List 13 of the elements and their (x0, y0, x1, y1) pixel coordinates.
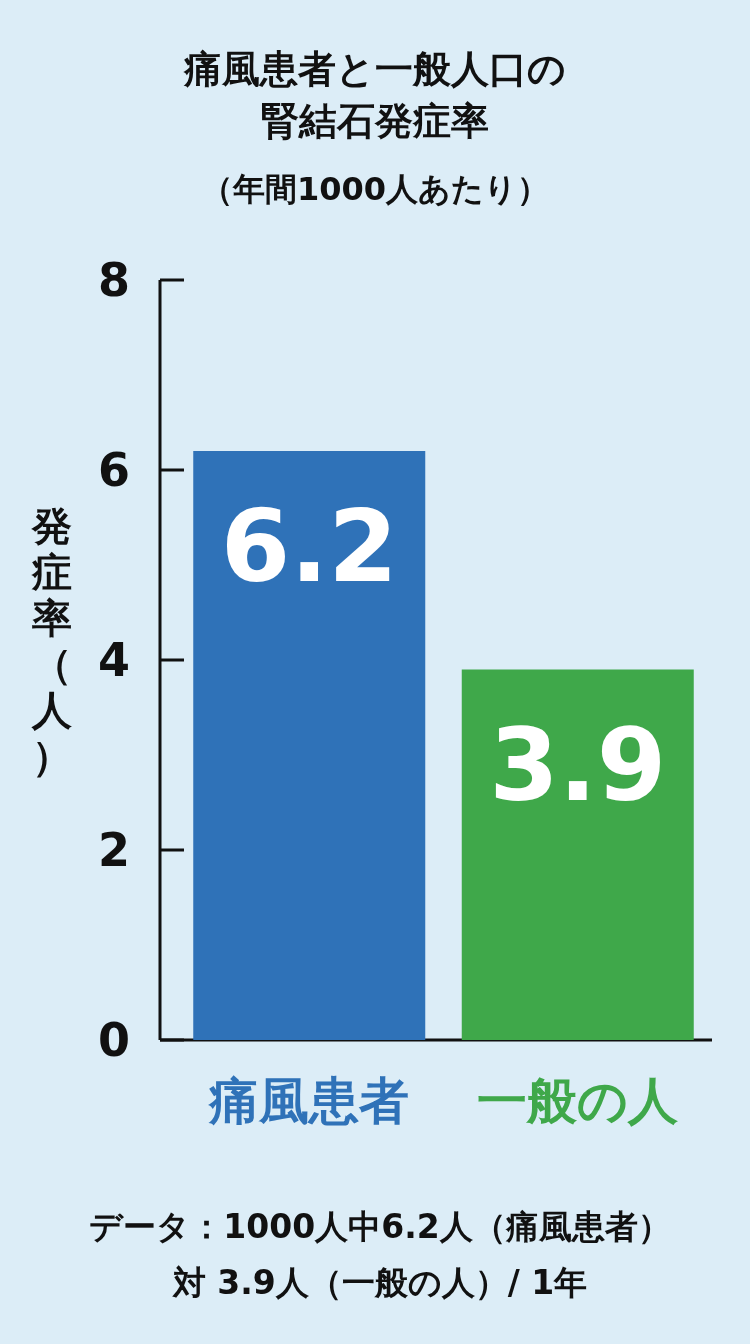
x-tick-label: 一般の人 (477, 1072, 679, 1130)
y-tick-label: 6 (97, 443, 130, 497)
chart-title: 痛風患者と一般人口の腎結石発症率 (183, 47, 566, 143)
chart-subtitle: （年間1000人あたり） (200, 170, 550, 208)
y-tick-label: 4 (97, 633, 130, 687)
text: データ：1000人中6.2人（痛風患者）対 3.9人（一般の人）/ 1年 (89, 1207, 671, 1302)
data-label: 3.9 (489, 706, 667, 824)
y-tick-label: 0 (97, 1013, 130, 1067)
data-label: 6.2 (220, 488, 398, 605)
y-tick-label: 8 (97, 253, 130, 307)
y-tick-label: 2 (97, 823, 130, 877)
y-axis-title: 発症率（人） (31, 503, 73, 779)
x-tick-label: 痛風患者 (208, 1072, 410, 1130)
